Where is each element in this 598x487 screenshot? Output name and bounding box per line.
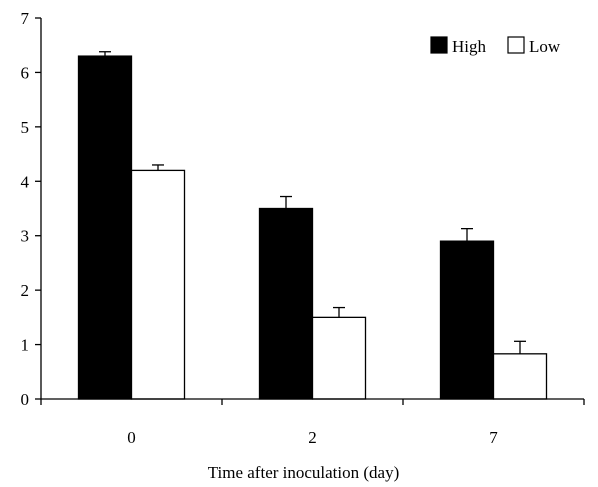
y-tick-label: 0 — [21, 390, 30, 409]
y-ticks: 0 1 2 3 4 5 6 7 — [21, 9, 41, 409]
y-tick-label: 3 — [21, 227, 30, 246]
y-tick-label: 7 — [21, 9, 30, 28]
x-ticks: 0 2 7 — [40, 399, 585, 447]
bar-low-7 — [492, 353, 548, 400]
y-tick-label: 6 — [21, 63, 30, 82]
legend-label-low: Low — [529, 37, 561, 56]
legend-swatch-low — [507, 36, 525, 54]
x-tick-label: 7 — [489, 428, 498, 447]
bar-high-0 — [77, 55, 133, 400]
bar-high-7 — [439, 240, 495, 400]
y-tick-label: 2 — [21, 281, 30, 300]
y-tick-label: 5 — [21, 118, 30, 137]
x-axis-title: Time after inoculation (day) — [208, 463, 400, 482]
x-tick-label: 0 — [127, 428, 136, 447]
y-tick-label: 1 — [21, 336, 30, 355]
legend-label-high: High — [452, 37, 487, 56]
axes-layer — [40, 18, 584, 400]
y-tick-label: 4 — [21, 172, 30, 191]
legend: High Low — [430, 36, 561, 56]
bar-high-2 — [258, 207, 314, 400]
bar-low-0 — [130, 169, 186, 400]
error-bars-layer — [99, 51, 526, 354]
bars-layer — [77, 55, 548, 400]
legend-swatch-high — [430, 36, 448, 54]
bar-low-2 — [311, 316, 367, 400]
x-tick-label: 2 — [308, 428, 317, 447]
